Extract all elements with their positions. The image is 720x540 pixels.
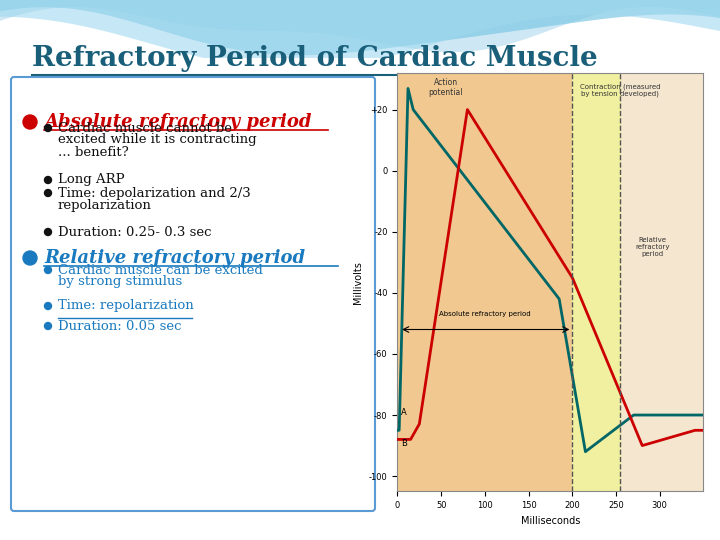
FancyBboxPatch shape <box>6 58 714 514</box>
Circle shape <box>45 177 52 184</box>
Text: Duration: 0.25- 0.3 sec: Duration: 0.25- 0.3 sec <box>58 226 212 239</box>
Bar <box>572 73 621 491</box>
Text: Relative
refractory
period: Relative refractory period <box>636 237 670 257</box>
Polygon shape <box>0 0 720 55</box>
Bar <box>397 73 572 491</box>
Circle shape <box>45 228 52 235</box>
Text: Refractory Period of Cardiac Muscle: Refractory Period of Cardiac Muscle <box>32 45 598 72</box>
Circle shape <box>45 267 52 273</box>
Circle shape <box>23 115 37 129</box>
Text: ... benefit?: ... benefit? <box>58 145 129 159</box>
Text: Contraction (measured
by tension developed): Contraction (measured by tension develop… <box>580 83 661 97</box>
Text: B: B <box>401 438 407 448</box>
Text: Time: depolarization and 2/3: Time: depolarization and 2/3 <box>58 186 251 199</box>
Text: Absolute refractory period: Absolute refractory period <box>44 113 312 131</box>
Text: repolarization: repolarization <box>58 199 152 212</box>
Circle shape <box>23 251 37 265</box>
Text: Cardiac muscle can be excited: Cardiac muscle can be excited <box>58 264 263 276</box>
Text: Long ARP: Long ARP <box>58 173 125 186</box>
Circle shape <box>45 125 52 132</box>
Circle shape <box>45 190 52 197</box>
Text: Time: repolarization: Time: repolarization <box>58 300 194 313</box>
Text: Duration: 0.05 sec: Duration: 0.05 sec <box>58 320 181 333</box>
Circle shape <box>45 322 52 329</box>
Text: excited while it is contracting: excited while it is contracting <box>58 133 256 146</box>
Text: Absolute refractory period: Absolute refractory period <box>439 311 531 318</box>
Y-axis label: Millivolts: Millivolts <box>354 261 364 303</box>
Text: by strong stimulus: by strong stimulus <box>58 275 182 288</box>
FancyBboxPatch shape <box>11 77 375 511</box>
X-axis label: Milliseconds: Milliseconds <box>521 516 580 525</box>
Text: A: A <box>401 408 407 417</box>
Text: Relative refractory period: Relative refractory period <box>44 249 305 267</box>
Circle shape <box>45 302 52 309</box>
Polygon shape <box>0 0 720 52</box>
Text: Action
potential: Action potential <box>428 78 463 97</box>
Polygon shape <box>0 0 720 70</box>
Text: Cardiac muscle cannot be: Cardiac muscle cannot be <box>58 122 232 134</box>
